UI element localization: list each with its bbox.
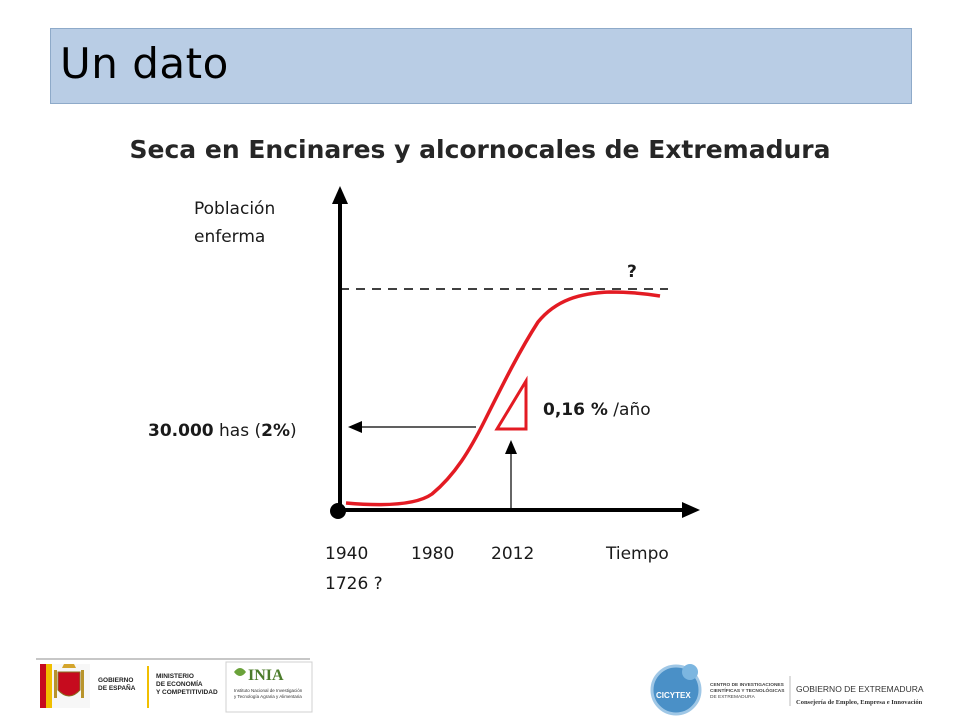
svg-text:GOBIERNO DE EXTREMADURA: GOBIERNO DE EXTREMADURA xyxy=(796,684,924,694)
y-axis-arrowhead xyxy=(332,186,348,204)
x-tick-label: 2012 xyxy=(491,544,535,564)
cicytex-text: CENTRO DE INVESTIGACIONES CIENTÍFICAS Y … xyxy=(710,682,785,700)
title-bar: Un dato xyxy=(50,28,912,104)
svg-text:INIA: INIA xyxy=(248,667,284,684)
gobierno-de-espana-logo: GOBIERNO DE ESPAÑA xyxy=(40,664,136,708)
rate-value: 0,16 % xyxy=(543,400,608,420)
svg-text:DE ECONOMÍA: DE ECONOMÍA xyxy=(156,679,203,688)
svg-text:CENTRO DE INVESTIGACIONES: CENTRO DE INVESTIGACIONES xyxy=(710,682,785,688)
area-percent: 2% xyxy=(261,421,290,441)
svg-text:DE EXTREMADURA: DE EXTREMADURA xyxy=(710,694,756,700)
area-value: 30.000 xyxy=(148,421,214,441)
x-tick-label: 1940 xyxy=(325,544,369,564)
svg-text:CIENTÍFICAS Y TECNOLÓGICAS: CIENTÍFICAS Y TECNOLÓGICAS xyxy=(710,686,785,694)
area-unit: has ( xyxy=(213,421,262,441)
y-axis-label: Población enferma xyxy=(194,195,275,251)
footer-left-logos: GOBIERNO DE ESPAÑA MINISTERIO DE ECONOMÍ… xyxy=(36,658,313,713)
x-tick-label: 1980 xyxy=(411,544,455,564)
svg-text:Consejería de Empleo, Empresa: Consejería de Empleo, Empresa e Innovaci… xyxy=(796,699,923,706)
slope-triangle xyxy=(494,375,528,431)
svg-text:CICYTEX: CICYTEX xyxy=(656,691,691,700)
area-close: ) xyxy=(289,421,297,441)
svg-text:GOBIERNO: GOBIERNO xyxy=(98,677,133,684)
gobierno-extremadura-logo: GOBIERNO DE EXTREMADURA Consejería de Em… xyxy=(796,684,924,706)
area-arrowhead xyxy=(348,421,362,433)
area-annotation: 30.000 has (2%) xyxy=(148,421,297,441)
cicytex-logo: CICYTEX xyxy=(650,664,702,716)
svg-text:Y COMPETITIVIDAD: Y COMPETITIVIDAD xyxy=(156,689,218,696)
y-axis-label-line1: Población xyxy=(194,199,276,219)
disease-curve xyxy=(345,290,661,507)
origin-alt-label: 1726 ? xyxy=(325,574,383,594)
x-axis-arrowhead xyxy=(682,502,700,518)
year-arrowhead xyxy=(505,440,517,454)
svg-text:y Tecnología Agraria y Aliment: y Tecnología Agraria y Alimentaria xyxy=(234,694,302,699)
y-axis-label-line2: enferma xyxy=(194,227,266,247)
slide-title: Un dato xyxy=(60,39,229,88)
rate-unit: /año xyxy=(607,400,651,420)
diagram-title: Seca en Encinares y alcornocales de Extr… xyxy=(129,135,831,164)
x-axis-label: Tiempo xyxy=(606,544,669,564)
plateau-question-mark: ? xyxy=(627,262,637,282)
origin-dot xyxy=(330,503,346,519)
svg-text:DE ESPAÑA: DE ESPAÑA xyxy=(98,683,136,692)
footer-right-logos: CICYTEX CENTRO DE INVESTIGACIONES CIENTÍ… xyxy=(650,664,924,716)
ministerio-economia-logo: MINISTERIO DE ECONOMÍA Y COMPETITIVIDAD xyxy=(156,673,218,696)
svg-text:Instituto Nacional de Investig: Instituto Nacional de Investigación xyxy=(234,688,303,693)
rate-annotation: 0,16 % /año xyxy=(543,400,651,420)
inia-logo: INIA Instituto Nacional de Investigación… xyxy=(225,661,313,713)
svg-text:MINISTERIO: MINISTERIO xyxy=(156,673,194,680)
